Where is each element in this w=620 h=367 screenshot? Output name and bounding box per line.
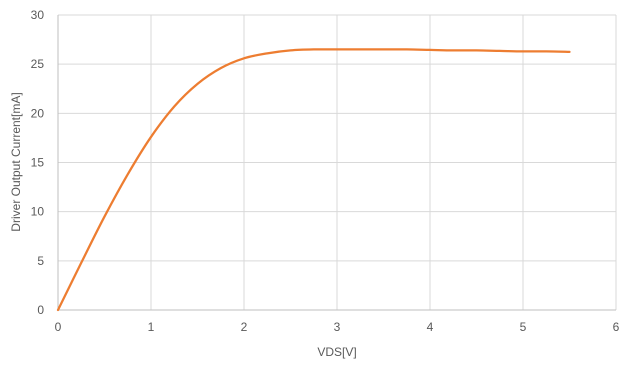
x-tick-label: 6 bbox=[613, 320, 620, 334]
x-tick-label: 4 bbox=[427, 320, 434, 334]
axes bbox=[57, 15, 616, 311]
y-tick-label: 10 bbox=[31, 205, 45, 219]
y-tick-label: 25 bbox=[31, 57, 45, 71]
x-axis-title: VDS[V] bbox=[317, 345, 356, 359]
series-line-0 bbox=[56, 48, 571, 312]
x-tick-label: 1 bbox=[148, 320, 155, 334]
y-tick-label: 20 bbox=[31, 106, 45, 120]
y-tick-label: 0 bbox=[37, 303, 44, 317]
y-tick-label: 15 bbox=[31, 156, 45, 170]
x-tick-label: 2 bbox=[241, 320, 248, 334]
series-layer bbox=[56, 48, 571, 312]
y-tick-label: 30 bbox=[31, 8, 45, 22]
y-tick-label: 5 bbox=[37, 254, 44, 268]
x-tick-label: 0 bbox=[55, 320, 62, 334]
y-axis-title: Driver Output Current[mA] bbox=[9, 92, 23, 231]
x-tick-label: 3 bbox=[334, 320, 341, 334]
tick-labels: 0 5 10 15 20 25 30 0 1 2 3 4 5 6 bbox=[31, 8, 620, 334]
gridlines bbox=[58, 14, 617, 310]
x-tick-label: 5 bbox=[520, 320, 527, 334]
